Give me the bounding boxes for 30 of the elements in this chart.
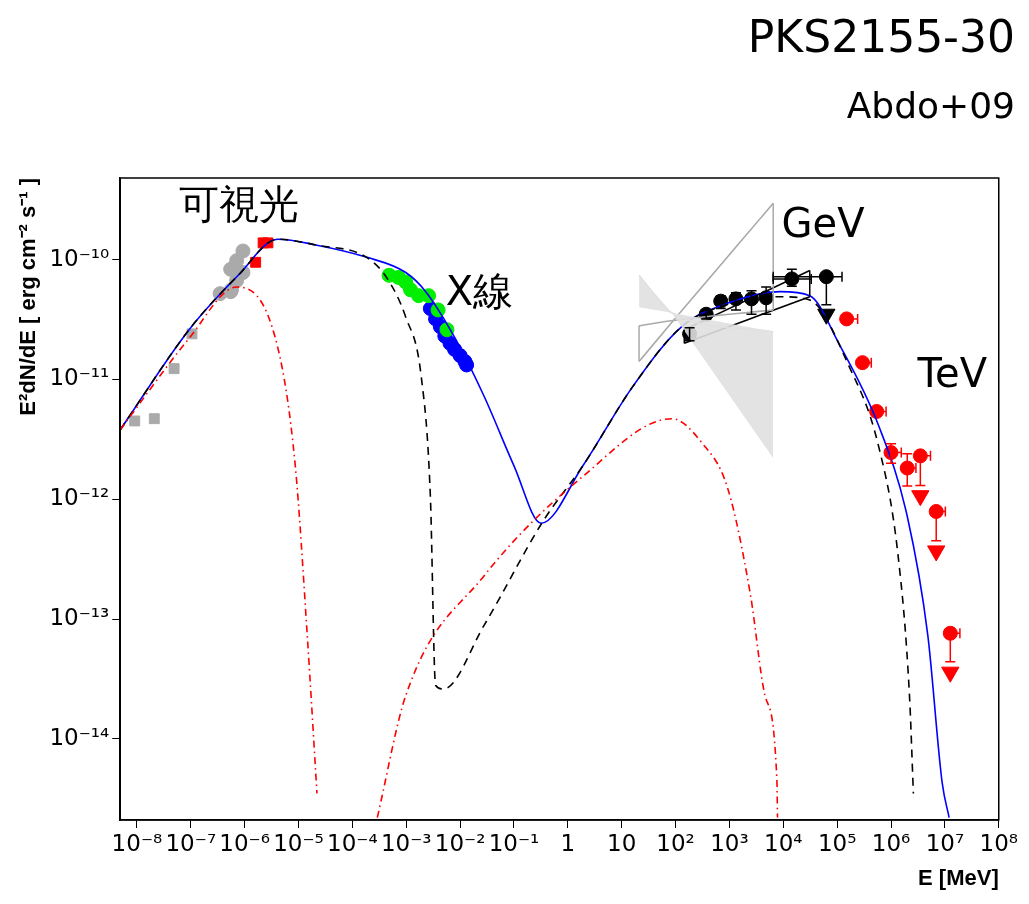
x-tick-label: 10⁴ (764, 829, 803, 856)
x-tick-label: 10³ (710, 829, 749, 856)
chart-title: PKS2155-30 (747, 10, 1015, 62)
x-tick-label: 10⁻⁴ (327, 829, 378, 856)
x-tick-label: 10⁻² (434, 829, 486, 856)
x-tick-label: 10⁻⁶ (219, 829, 270, 856)
annotation: TeV (916, 350, 988, 397)
x-tick-label: 1 (560, 829, 576, 856)
x-tick-label: 10⁻³ (380, 829, 432, 856)
x-tick-label: 10⁸ (979, 829, 1019, 856)
x-axis-title: E [MeV] (918, 864, 999, 890)
x-tick-label: 10⁶ (871, 829, 911, 856)
annotation: X線 (445, 267, 514, 314)
x-tick-label: 10² (656, 829, 695, 856)
y-tick-label: 10⁻¹¹ (49, 364, 110, 391)
chart-subtitle: Abdo+09 (846, 84, 1015, 126)
y-axis-title: E²dN/dE [ erg cm⁻² s⁻¹ ] (15, 178, 41, 416)
y-tick-label: 10⁻¹⁰ (49, 244, 110, 271)
annotation: GeV (781, 199, 866, 246)
x-tick-label: 10⁵ (817, 829, 857, 856)
x-tick-label: 10⁻¹ (488, 829, 540, 856)
y-tick-label: 10⁻¹³ (49, 603, 110, 630)
x-tick-label: 10⁷ (925, 829, 965, 856)
x-tick-label: 10⁻⁸ (111, 829, 163, 856)
x-tick-label: 10 (607, 829, 637, 856)
x-tick-label: 10⁻⁷ (165, 829, 217, 856)
x-tick-label: 10⁻⁵ (273, 829, 324, 856)
y-tick-label: 10⁻¹² (49, 484, 110, 511)
annotation: 可視光 (178, 180, 299, 227)
y-tick-label: 10⁻¹⁴ (49, 723, 110, 750)
